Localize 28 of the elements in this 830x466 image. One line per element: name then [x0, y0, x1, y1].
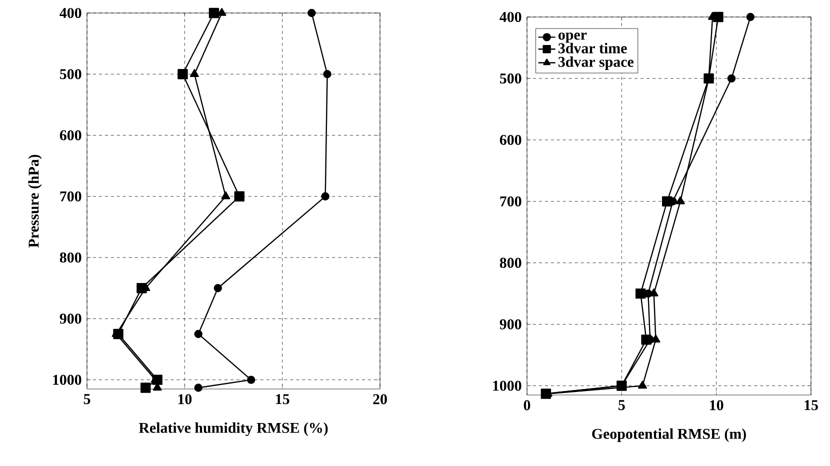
y-tick-label: 600 [500, 134, 522, 145]
x-tick-label: 0 [524, 400, 530, 410]
y-tick-label: 600 [60, 130, 82, 140]
x-tick-label: 10 [710, 400, 724, 410]
y-tick-label: 900 [500, 319, 522, 330]
x-tick-label: 10 [178, 394, 192, 404]
y-tick-label: 1000 [493, 380, 522, 391]
y-tick-label: 500 [60, 69, 82, 80]
y-axis-title: Pressure (hPa) [28, 154, 42, 248]
y-tick-label: 400 [500, 12, 522, 22]
y-tick-label: 700 [60, 191, 82, 202]
y-tick-label: 700 [500, 196, 522, 206]
y-tick-label: 500 [500, 73, 522, 84]
x-tick-label: 15 [804, 400, 818, 410]
x-tick-label: 15 [276, 394, 290, 404]
x-axis-title: Geopotential RMSE (m) [592, 428, 746, 442]
x-tick-label: 5 [618, 400, 625, 410]
legend-label: oper [558, 32, 587, 43]
y-tick-label: 800 [500, 258, 522, 268]
x-tick-label: 5 [84, 394, 90, 404]
y-tick-label: 1000 [53, 374, 82, 385]
y-tick-label: 900 [60, 314, 82, 324]
x-tick-label: 20 [373, 394, 387, 404]
legend-label: 3dvar time [558, 42, 627, 54]
y-tick-label: 400 [60, 8, 82, 18]
legend-label: 3dvar space [558, 56, 634, 70]
y-tick-label: 800 [60, 252, 82, 263]
x-axis-title: Relative humidity RMSE (%) [138, 422, 328, 436]
